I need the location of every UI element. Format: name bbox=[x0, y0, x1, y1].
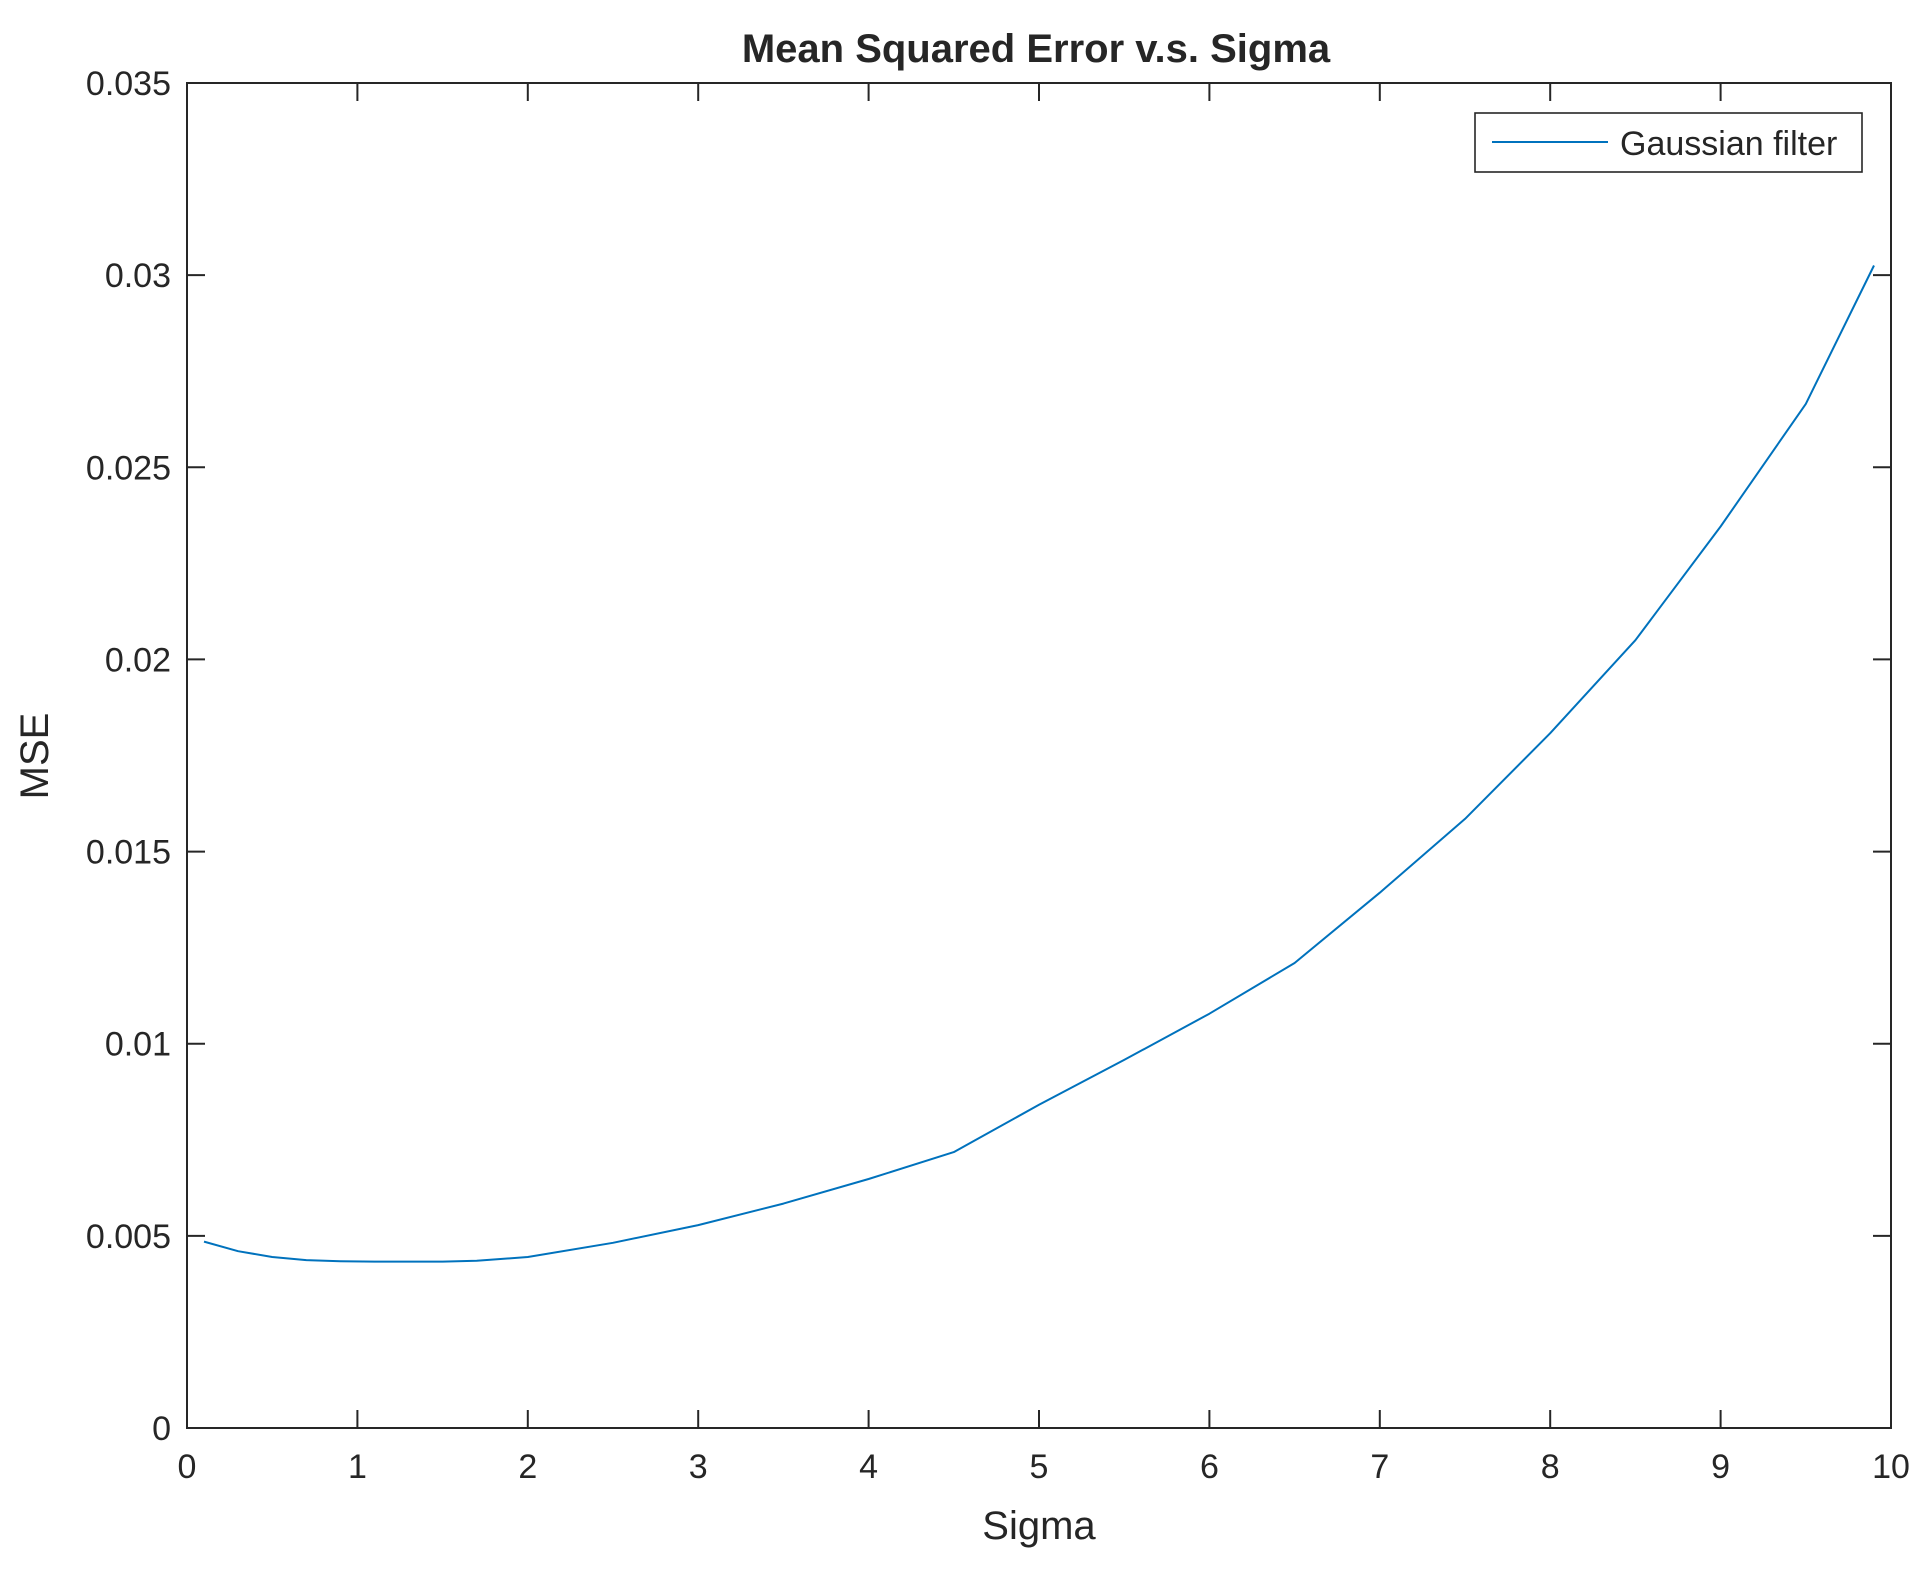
data-point bbox=[612, 1242, 614, 1244]
legend-label-gaussian-filter: Gaussian filter bbox=[1620, 125, 1837, 163]
data-point bbox=[527, 1256, 529, 1258]
x-tick-label: 10 bbox=[1872, 1448, 1910, 1486]
data-point bbox=[237, 1250, 239, 1252]
x-tick-label: 6 bbox=[1200, 1448, 1219, 1486]
y-tick-label: 0.02 bbox=[105, 641, 171, 679]
data-point bbox=[339, 1260, 341, 1262]
chart-title: Mean Squared Error v.s. Sigma bbox=[742, 27, 1331, 71]
y-tick-label: 0.005 bbox=[86, 1218, 171, 1256]
data-point bbox=[203, 1241, 205, 1243]
data-point bbox=[476, 1260, 478, 1262]
y-axis-label: MSE bbox=[13, 713, 57, 800]
y-tick-label: 0.015 bbox=[86, 834, 171, 872]
y-tick-label: 0.025 bbox=[86, 449, 171, 487]
axis-ticks bbox=[186, 82, 1892, 1429]
data-point bbox=[1208, 1013, 1210, 1015]
y-tick-label: 0.03 bbox=[105, 257, 171, 295]
data-point bbox=[697, 1224, 699, 1226]
x-tick-label: 9 bbox=[1711, 1448, 1730, 1486]
x-tick-label: 7 bbox=[1370, 1448, 1389, 1486]
legend: Gaussian filter bbox=[1474, 112, 1863, 173]
data-point bbox=[1294, 962, 1296, 964]
plot-area: 0 1 2 3 4 5 6 7 8 9 10 0 0.005 0.01 0.015 0.02 0.025 0.03… bbox=[86, 65, 1910, 1486]
data-point bbox=[782, 1203, 784, 1205]
data-point bbox=[373, 1261, 375, 1263]
data-point bbox=[953, 1151, 955, 1153]
axis-tick-labels: 0 1 2 3 4 5 6 7 8 9 10 0 0.005 0.01 0.015 0.02 0.025 0.03… bbox=[86, 65, 1910, 1486]
series-layer bbox=[203, 265, 1875, 1263]
x-tick-label: 3 bbox=[689, 1448, 708, 1486]
y-tick-label: 0.01 bbox=[105, 1026, 171, 1064]
x-tick-label: 4 bbox=[859, 1448, 878, 1486]
data-point bbox=[1720, 525, 1722, 527]
data-point bbox=[1038, 1104, 1040, 1106]
x-tick-label: 8 bbox=[1541, 1448, 1560, 1486]
series-line-gaussian-filter bbox=[203, 265, 1875, 1263]
data-point bbox=[442, 1261, 444, 1263]
x-tick-label: 1 bbox=[348, 1448, 367, 1486]
x-tick-label: 0 bbox=[178, 1448, 197, 1486]
data-point bbox=[1805, 403, 1807, 405]
data-point bbox=[1379, 892, 1381, 894]
axes-box bbox=[186, 82, 1892, 1429]
data-point bbox=[1123, 1059, 1125, 1061]
data-point bbox=[305, 1259, 307, 1261]
x-tick-label: 5 bbox=[1030, 1448, 1049, 1486]
data-point bbox=[1464, 818, 1466, 820]
data-point bbox=[1634, 639, 1636, 641]
data-point bbox=[408, 1261, 410, 1263]
x-axis-label: Sigma bbox=[982, 1504, 1096, 1548]
x-tick-label: 2 bbox=[518, 1448, 537, 1486]
data-point bbox=[1873, 265, 1875, 267]
y-tick-label: 0.035 bbox=[86, 65, 171, 103]
data-point bbox=[868, 1178, 870, 1180]
data-point bbox=[1549, 732, 1551, 734]
y-tick-label: 0 bbox=[152, 1410, 171, 1448]
data-point bbox=[271, 1256, 273, 1258]
